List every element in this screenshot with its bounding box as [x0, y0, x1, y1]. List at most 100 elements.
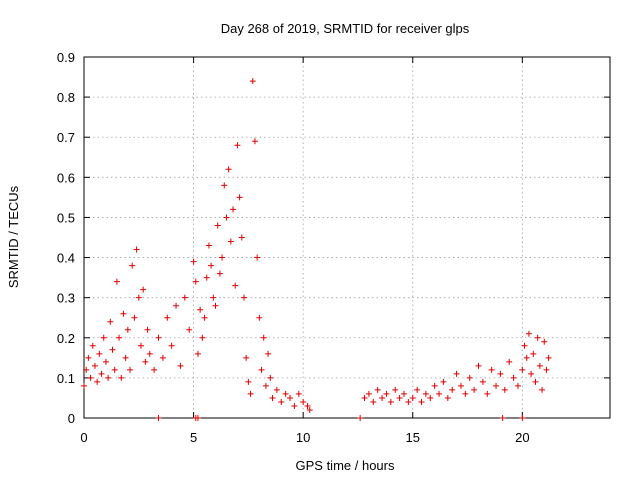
- data-point: [113, 278, 120, 285]
- axis-ticks: 0 0.1 0.2 0.3 0.4 0.5 0.6 0.7 0.8 0.9 0 5 10 15 20: [57, 50, 610, 445]
- data-point: [203, 274, 210, 281]
- data-point: [536, 362, 543, 369]
- data-point: [194, 350, 201, 357]
- data-point: [140, 286, 147, 293]
- data-point: [223, 214, 230, 221]
- data-point: [440, 378, 447, 385]
- data-point: [295, 390, 302, 397]
- data-point: [306, 406, 313, 413]
- data-point: [219, 254, 226, 261]
- data-point: [273, 386, 280, 393]
- data-point: [258, 366, 265, 373]
- data-point: [525, 330, 532, 337]
- data-point: [436, 390, 443, 397]
- data-point: [251, 138, 258, 145]
- data-point: [444, 394, 451, 401]
- data-point: [230, 206, 237, 213]
- data-point: [240, 294, 247, 301]
- data-point: [414, 386, 421, 393]
- data-point: [418, 398, 425, 405]
- y-tick-label: 0.3: [57, 291, 75, 306]
- data-point: [466, 374, 473, 381]
- data-point: [543, 366, 550, 373]
- data-point: [192, 278, 199, 285]
- data-point: [190, 258, 197, 265]
- data-point: [267, 374, 274, 381]
- data-point: [249, 78, 256, 85]
- data-point: [422, 390, 429, 397]
- data-point: [146, 350, 153, 357]
- data-point: [201, 314, 208, 321]
- data-point: [541, 338, 548, 345]
- data-point: [168, 342, 175, 349]
- data-point: [453, 370, 460, 377]
- data-point: [287, 394, 294, 401]
- data-point: [365, 390, 372, 397]
- data-point: [135, 294, 142, 301]
- data-point: [210, 294, 217, 301]
- y-tick-label: 0: [68, 411, 75, 426]
- data-point: [116, 334, 123, 341]
- x-tick-label: 0: [80, 430, 87, 445]
- data-point: [501, 386, 508, 393]
- y-tick-label: 0.6: [57, 170, 75, 185]
- y-tick-label: 0.4: [57, 251, 75, 266]
- data-point: [94, 378, 101, 385]
- data-point: [256, 314, 263, 321]
- data-point: [357, 415, 364, 421]
- data-point: [379, 394, 386, 401]
- data-point: [225, 166, 232, 173]
- data-point: [462, 390, 469, 397]
- data-point: [499, 415, 506, 421]
- data-point: [137, 342, 144, 349]
- data-point: [300, 398, 307, 405]
- data-point: [102, 358, 109, 365]
- data-point: [81, 382, 87, 389]
- data-point: [488, 366, 495, 373]
- x-tick-label: 5: [190, 430, 197, 445]
- data-point: [151, 366, 158, 373]
- data-point: [173, 302, 180, 309]
- data-point: [122, 354, 129, 361]
- data-point: [227, 238, 234, 245]
- y-tick-label: 0.1: [57, 371, 75, 386]
- data-point: [528, 370, 535, 377]
- data-point: [107, 318, 114, 325]
- data-point: [89, 342, 96, 349]
- data-point: [387, 398, 394, 405]
- data-point: [245, 378, 252, 385]
- data-point: [129, 262, 136, 269]
- data-point: [100, 334, 107, 341]
- data-point: [254, 254, 261, 261]
- data-point: [91, 362, 98, 369]
- data-point: [269, 394, 276, 401]
- grid-lines: [84, 57, 610, 418]
- data-point: [214, 222, 221, 229]
- data-point: [400, 390, 407, 397]
- data-point: [484, 390, 491, 397]
- data-point: [142, 358, 149, 365]
- data-point: [262, 382, 269, 389]
- data-point: [194, 415, 201, 421]
- data-point: [260, 334, 267, 341]
- y-tick-label: 0.2: [57, 331, 75, 346]
- data-point: [392, 386, 399, 393]
- data-point: [197, 306, 204, 313]
- data-point: [131, 314, 138, 321]
- data-point: [164, 314, 171, 321]
- data-point: [243, 354, 250, 361]
- data-point: [510, 374, 517, 381]
- data-point: [155, 415, 162, 421]
- data-point: [497, 370, 504, 377]
- data-point: [514, 382, 521, 389]
- data-point: [521, 342, 528, 349]
- chart-title: Day 268 of 2019, SRMTID for receiver glp…: [221, 21, 470, 36]
- data-point: [427, 394, 434, 401]
- data-point: [405, 398, 412, 405]
- data-point: [449, 386, 456, 393]
- data-point: [370, 398, 377, 405]
- data-point: [291, 402, 298, 409]
- data-point: [87, 374, 94, 381]
- data-point: [208, 262, 215, 269]
